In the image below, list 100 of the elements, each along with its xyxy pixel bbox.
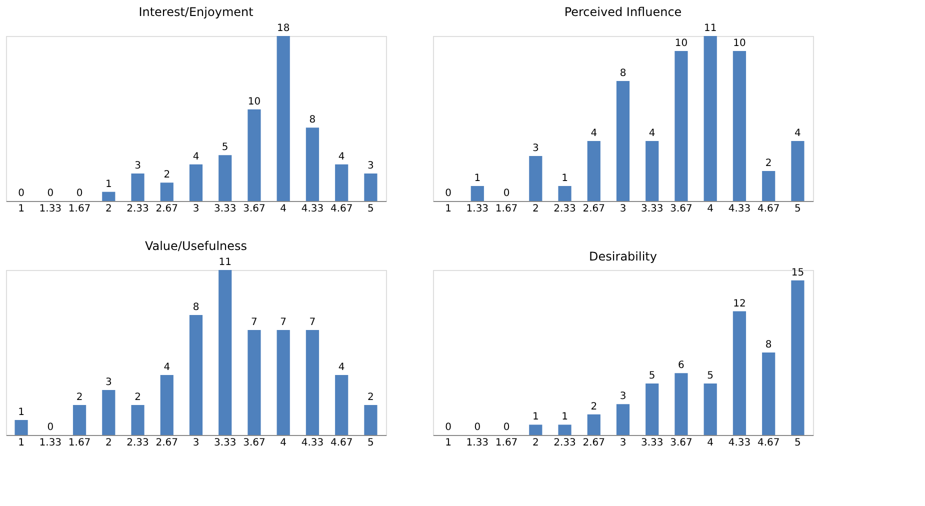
x-tick-label: 1.33: [39, 438, 62, 448]
bar: [276, 330, 290, 435]
x-tick-label: 1: [18, 204, 24, 214]
x-tick-label: 3.67: [670, 438, 692, 448]
bar: [189, 164, 203, 201]
x-tick-label: 1.67: [495, 438, 518, 448]
data-label: 7: [251, 317, 258, 328]
x-tick-label: 3.67: [243, 438, 266, 448]
data-label: 4: [338, 362, 345, 373]
bar: [160, 182, 174, 201]
x-tick-label: 1: [18, 438, 24, 448]
x-tick-label: 4.33: [301, 438, 324, 448]
data-label: 4: [648, 128, 656, 139]
data-label: 4: [338, 151, 345, 162]
x-tick-label: 2.67: [156, 438, 178, 448]
data-label: 2: [590, 401, 598, 412]
x-tick-label: 1.33: [39, 204, 62, 214]
data-label: 5: [707, 370, 714, 382]
bar: [364, 405, 378, 435]
data-label: 11: [218, 257, 232, 268]
data-label: 10: [248, 96, 261, 108]
bar: [131, 174, 144, 201]
bar: [646, 141, 659, 201]
x-tick-label: 5: [794, 204, 801, 214]
x-tick-label: 5: [368, 204, 374, 214]
bar: [306, 128, 320, 201]
x-tick-label: 3: [192, 438, 200, 448]
bar: [558, 186, 572, 201]
data-label: 2: [134, 392, 141, 403]
x-tick-label: 1.67: [68, 204, 91, 214]
data-label: 0: [47, 188, 54, 199]
data-label: 0: [503, 422, 510, 433]
data-label: 10: [674, 38, 688, 49]
data-label: 2: [368, 392, 374, 403]
bar: [72, 405, 86, 435]
x-tick-label: 4: [707, 438, 714, 448]
bar: [364, 174, 378, 201]
bar: [248, 330, 261, 435]
x-tick-label: 1.67: [495, 204, 518, 214]
data-label: 5: [648, 370, 656, 382]
chart-title: Interest/Enjoyment: [138, 5, 254, 19]
data-label: 6: [678, 360, 684, 372]
data-label: 3: [532, 143, 539, 154]
data-label: 4: [192, 151, 200, 162]
x-tick-label: 2.67: [156, 204, 178, 214]
data-label: 1: [532, 412, 539, 423]
x-tick-label: 1.67: [68, 438, 91, 448]
data-label: 0: [47, 422, 54, 433]
data-label: 1: [18, 407, 24, 418]
data-label: 2: [164, 170, 170, 181]
bar: [14, 420, 28, 435]
bar: [791, 280, 804, 435]
x-tick-label: 2: [532, 204, 539, 214]
data-label: 0: [445, 188, 452, 199]
data-label: 3: [105, 377, 112, 388]
bar: [335, 375, 348, 435]
x-tick-label: 4.67: [757, 438, 780, 448]
data-label: 1: [562, 173, 568, 184]
x-tick-label: 2.67: [582, 204, 606, 214]
data-label: 18: [276, 23, 290, 34]
data-label: 1: [105, 178, 112, 190]
x-tick-label: 3: [192, 204, 200, 214]
x-tick-label: 2: [532, 438, 539, 448]
bar: [587, 141, 600, 201]
x-tick-label: 4: [280, 204, 287, 214]
x-tick-label: 2: [105, 204, 112, 214]
x-tick-label: 1: [445, 438, 452, 448]
bar: [470, 186, 484, 201]
bar: [248, 109, 261, 201]
bar: [102, 192, 116, 201]
bar: [335, 164, 348, 201]
bar: [160, 375, 174, 435]
x-tick-label: 3.67: [243, 204, 266, 214]
bar: [616, 81, 630, 201]
data-label: 12: [733, 298, 746, 310]
bar: [646, 383, 659, 435]
x-tick-label: 4.67: [330, 204, 353, 214]
data-label: 1: [474, 173, 481, 184]
x-tick-label: 5: [368, 438, 374, 448]
data-label: 7: [309, 317, 316, 328]
data-label: 4: [164, 362, 170, 373]
chart-title: Value/Usefulness: [144, 239, 248, 253]
data-label: 0: [474, 422, 481, 433]
data-label: 8: [620, 68, 626, 79]
x-tick-label: 4: [280, 438, 287, 448]
data-label: 3: [620, 391, 626, 402]
data-label: 8: [309, 114, 316, 126]
chart-title: Perceived Influence: [564, 5, 682, 19]
bar: [674, 51, 688, 201]
data-label: 2: [765, 158, 772, 169]
bar: [704, 36, 717, 201]
x-tick-label: 3.33: [640, 204, 664, 214]
x-tick-label: 4: [707, 204, 714, 214]
data-label: 10: [733, 38, 746, 49]
x-tick-label: 4.33: [728, 438, 751, 448]
data-label: 7: [280, 317, 287, 328]
data-label: 3: [134, 160, 141, 172]
x-tick-label: 3: [620, 438, 626, 448]
x-tick-label: 2: [105, 438, 112, 448]
bar: [732, 311, 746, 435]
